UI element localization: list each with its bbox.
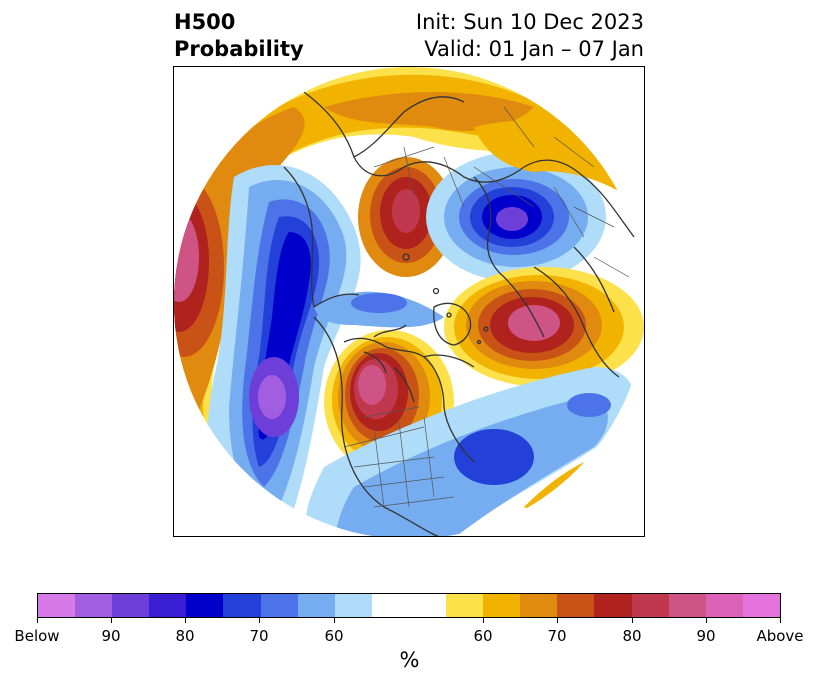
atlantic-warm-streak [524,462,584,512]
colorbar-cell [705,594,743,617]
siberia-purple [496,207,528,231]
colorbar-cell [75,594,113,617]
map-panel [173,66,645,537]
atlantic-blue-4 [464,441,520,477]
colorbar-cell [297,594,335,617]
coastlines [283,91,635,536]
tick-label: 80 [622,627,642,645]
country-borders [343,106,630,508]
tick-label: 90 [696,627,716,645]
chart-title-right: Init: Sun 10 Dec 2023 Valid: 01 Jan – 07… [416,9,644,63]
tick-label-above: Above [756,627,804,645]
colorbar [37,593,781,618]
colorbar-cell [334,594,372,617]
central-blue-dark [351,293,407,313]
arctic-red-core [392,189,420,233]
colorbar-cell [223,594,261,617]
colorbar-cell [483,594,521,617]
colorbar-tick [334,618,335,623]
colorbar-cell [408,594,447,617]
colorbar-cell [446,594,484,617]
tick-label: 70 [249,627,269,645]
colorbar-tick-labels: Below 90 80 70 60 60 70 80 90 Above [14,627,803,647]
colorbar-tick [632,618,633,623]
tick-label-below: Below [14,627,60,645]
warm-ring-top-orange [324,92,534,131]
na-warm-core [358,365,386,405]
colorbar-cell [631,594,669,617]
colorbar-cell [668,594,706,617]
probability-map [174,67,644,536]
tick-label: 60 [324,627,344,645]
colorbar-tick [706,618,707,623]
init-date: Init: Sun 10 Dec 2023 [415,10,644,34]
colorbar-tick [259,618,260,623]
colorbar-cell [371,594,409,617]
colorbar-cell [260,594,298,617]
tick-label: 60 [473,627,493,645]
colorbar-ticks [37,618,781,628]
colorbar-cell [520,594,558,617]
colorbar-tick [111,618,112,623]
colorbar-tick [37,618,38,623]
colorbar-cell [742,594,780,617]
tick-label: 70 [547,627,567,645]
colorbar-cell [594,594,632,617]
tick-label: 90 [101,627,121,645]
tick-label: 80 [175,627,195,645]
colorbar-cell [38,594,76,617]
title-probability: Probability [174,37,304,61]
colorbar-tick [483,618,484,623]
colorbar-cell [186,594,224,617]
colorbar-unit-label: % [399,648,420,672]
colorbar-cell [557,594,595,617]
colorbar-cell [112,594,150,617]
colorbar-tick [185,618,186,623]
colorbar-tick [557,618,558,623]
atlantic-blue-east [567,393,611,417]
colorbar-cell [149,594,187,617]
east-warm-core [508,305,560,341]
title-h500: H500 [174,10,236,34]
left-red-core [174,212,199,302]
valid-range: Valid: 01 Jan – 07 Jan [424,37,644,61]
colorbar-tick [780,618,781,623]
chart-title-left: H500 Probability [174,9,304,63]
blue-trough-purple-core [258,375,286,419]
